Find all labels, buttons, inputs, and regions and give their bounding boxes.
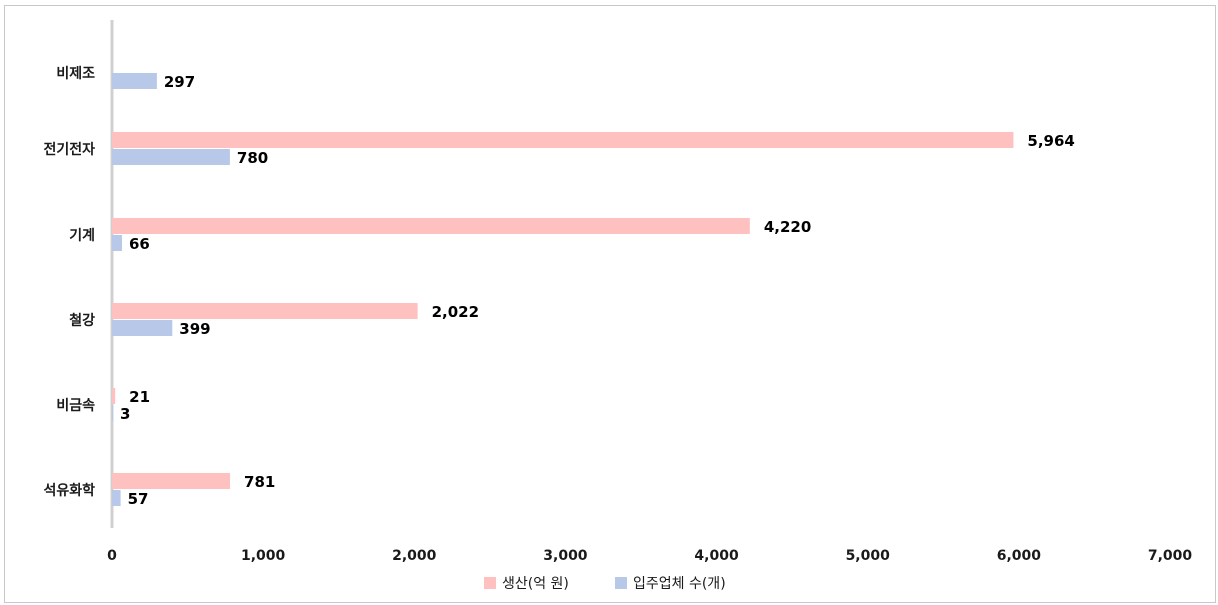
data-label: 21 [129, 388, 150, 406]
category-label: 철강 [69, 312, 95, 329]
category-label: 기계 [69, 228, 95, 244]
bar-companies [112, 149, 230, 165]
x-tick-label: 5,000 [846, 548, 891, 564]
legend-production-swatch [484, 577, 496, 589]
category-label: 전기전자 [43, 141, 95, 158]
x-tick-label: 1,000 [241, 548, 286, 564]
bar-companies [112, 320, 173, 336]
bar-production [112, 303, 418, 319]
x-tick-label: 0 [107, 548, 117, 564]
bar-production [112, 218, 750, 234]
bar-production [112, 132, 1014, 148]
bar-companies [112, 490, 121, 506]
bar-production [112, 388, 116, 404]
legend-production-label: 생산(억 원) [502, 576, 569, 592]
x-tick-label: 4,000 [694, 548, 739, 564]
x-tick-label: 2,000 [392, 548, 437, 564]
category-label: 석유화학 [43, 483, 95, 499]
data-label: 297 [164, 73, 195, 91]
legend-companies-label: 입주업체 수(개) [633, 576, 726, 592]
x-tick-label: 3,000 [543, 548, 588, 564]
bar-companies [112, 235, 122, 251]
x-tick-label: 6,000 [997, 548, 1042, 564]
x-tick-label: 7,000 [1148, 548, 1193, 564]
data-label: 57 [128, 490, 149, 508]
bar-companies [112, 73, 157, 89]
data-label: 780 [237, 149, 268, 167]
data-label: 781 [244, 473, 275, 491]
data-label: 2,022 [432, 303, 479, 321]
legend-companies-swatch [615, 577, 627, 589]
data-label: 3 [120, 405, 130, 423]
data-label: 5,964 [1027, 132, 1074, 150]
data-label: 66 [129, 235, 150, 253]
data-label: 4,220 [764, 218, 811, 236]
data-label: 399 [179, 320, 210, 338]
bar-companies [112, 405, 113, 421]
bar-production [112, 473, 231, 489]
category-label: 비제조 [56, 66, 95, 82]
category-label: 비금속 [56, 398, 95, 414]
